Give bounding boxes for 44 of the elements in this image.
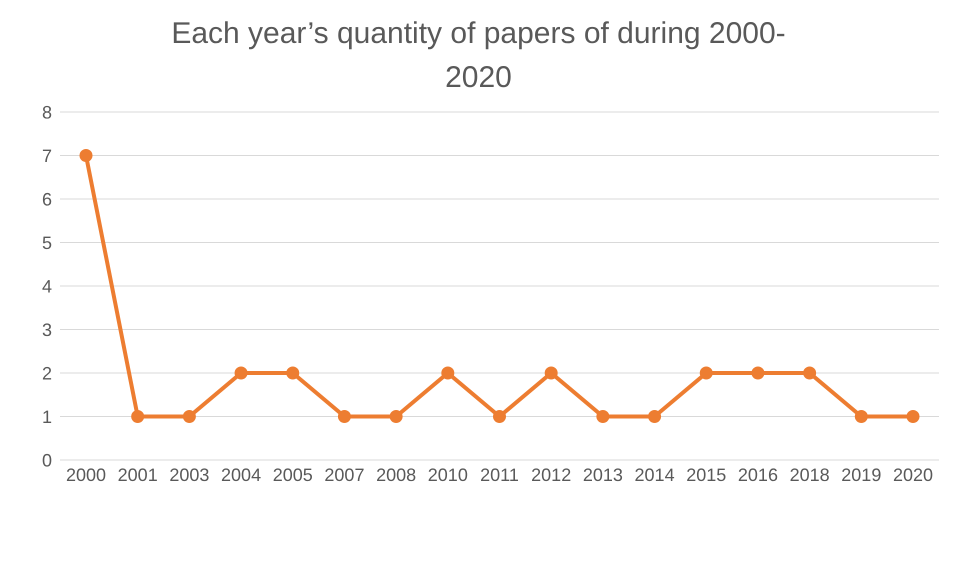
point (286, 366, 300, 380)
x-tick-label: 2019 (841, 464, 882, 485)
y-tick-label: 3 (42, 320, 52, 340)
x-tick-label: 2020 (892, 464, 934, 485)
point (854, 410, 868, 423)
x-tick-label: 2001 (118, 464, 158, 485)
point (648, 410, 662, 423)
x-tick-label: 2000 (66, 464, 106, 485)
x-tick-label: 2011 (480, 464, 519, 485)
point (906, 410, 920, 423)
x-tick-label: 2013 (582, 464, 623, 485)
point (751, 366, 764, 380)
y-tick-label: 2 (42, 363, 52, 384)
x-tick-label: 2014 (634, 464, 675, 485)
y-tick-label: 1 (42, 406, 52, 427)
point (182, 410, 196, 423)
y-tick-label: 7 (42, 146, 52, 166)
point (596, 410, 610, 423)
point (131, 410, 144, 423)
point (338, 410, 351, 423)
point (80, 149, 92, 162)
point (390, 410, 403, 423)
point (544, 366, 558, 380)
point (441, 366, 454, 380)
x-tick-label: 2012 (531, 464, 572, 485)
x-tick-label: 2003 (169, 464, 210, 485)
y-tick-label: 6 (42, 189, 52, 210)
x-tick-label: 2018 (790, 464, 830, 485)
x-tick-label: 2005 (272, 464, 313, 485)
x-tick-label: 2007 (324, 464, 364, 485)
x-tick-label: 2015 (686, 464, 726, 485)
point (493, 410, 506, 423)
chart-title: Each year’s quantity of papers of during 2000-2020 (170, 16, 787, 96)
x-tick-label: 2010 (428, 464, 468, 485)
y-tick-label: 0 (42, 450, 52, 470)
point (700, 366, 713, 380)
x-tick-label: 2008 (376, 464, 416, 485)
x-tick-label: 2016 (738, 464, 778, 485)
y-tick-label: 5 (42, 232, 52, 253)
point (234, 366, 248, 380)
point (803, 366, 816, 380)
x-tick-label: 2004 (221, 464, 262, 485)
y-tick-label: 8 (42, 102, 52, 122)
y-tick-label: 4 (42, 276, 52, 296)
